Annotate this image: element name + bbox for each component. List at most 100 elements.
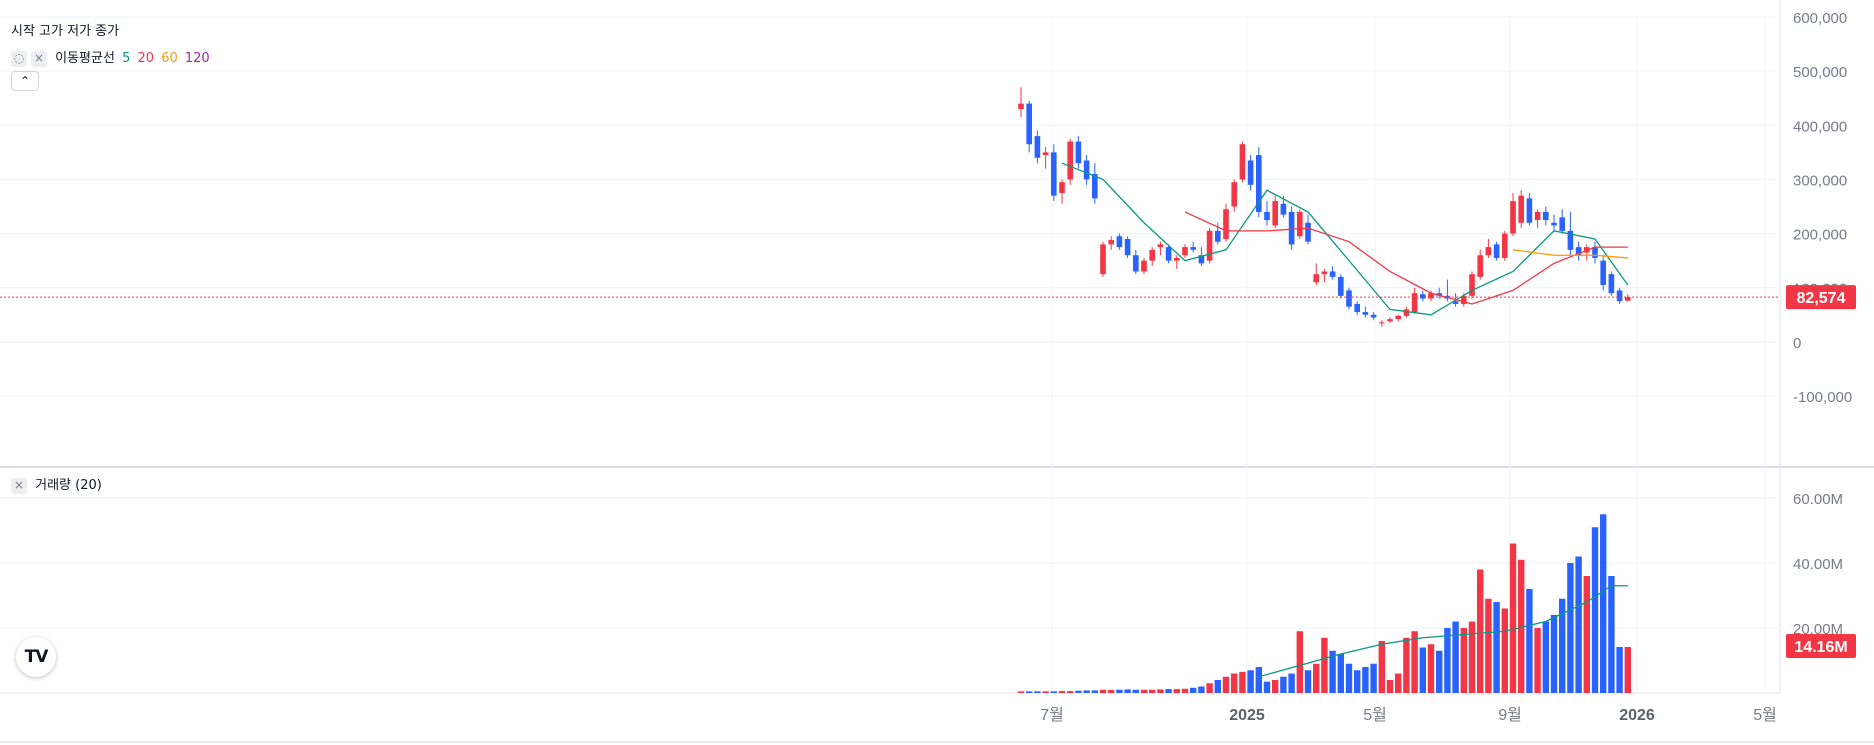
volume-bar [1181,688,1189,693]
candle-body [1231,182,1237,207]
candle-body [1067,141,1073,180]
candle-body [1370,314,1377,318]
volume-bar [1247,670,1254,693]
candle-body [1428,293,1434,299]
candle-body [1124,238,1131,256]
ma-legend: ◌ × 이동평균선 5 20 60 120 [11,47,210,67]
candle-body [1387,319,1393,322]
last-price-label: 82,574 [1797,290,1846,307]
candle-body [1272,201,1278,226]
volume-bar [1190,687,1197,693]
volume-bar [1206,683,1213,693]
tradingview-logo-icon[interactable]: TV [16,637,56,677]
ma5-line [1061,162,1629,316]
volume-bar [1600,514,1607,693]
candle-body [1206,230,1213,261]
ma20-period: 20 [137,51,155,66]
volume-bar [1231,673,1238,693]
candle-body [1133,255,1139,272]
volume-bar [1624,646,1631,693]
candle-body [1198,255,1205,264]
ma-label: 이동평균선 [55,51,115,66]
candle-body [1346,290,1352,307]
candle-body [1616,290,1623,302]
price-axis-tick: 0 [1793,335,1801,352]
candle-body [1420,294,1426,299]
price-axis-tick: -100,000 [1793,389,1852,406]
hide-icon[interactable]: ◌ [11,50,27,67]
candle-body [1141,260,1147,272]
candle-body [1493,244,1500,258]
candle-body [1223,209,1229,239]
time-axis-tick: 7월 [1040,706,1064,724]
candle-body [1034,136,1041,158]
volume-bar [1378,641,1385,693]
price-axis-tick: 600,000 [1793,10,1847,27]
time-axis-tick: 9월 [1498,706,1522,724]
candle-body [1239,144,1246,180]
candle-body [1354,303,1360,313]
time-axis-tick: 5월 [1363,706,1387,724]
price-axis-tick: 500,000 [1793,64,1847,81]
volume-bar [1026,691,1033,693]
volume-bar [1067,691,1074,693]
time-axis-tick: 5월 [1753,706,1777,724]
volume-bar [1395,673,1402,693]
candle-body [1083,160,1090,180]
candle-body [1329,271,1336,277]
volume-axis-tick: 60.00M [1793,491,1843,508]
volume-bar [1034,691,1041,693]
volume-bar [1460,628,1467,693]
volume-bar [1091,690,1098,693]
candle-body [1092,174,1098,199]
volume-bar [1518,559,1525,693]
volume-bar [1263,681,1271,693]
close-icon[interactable]: × [11,477,27,494]
volume-bar [1255,667,1262,693]
volume-bar [1058,691,1066,693]
volume-bar [1165,689,1172,693]
volume-bar [1272,680,1279,693]
candle-body [1625,297,1631,301]
volume-bar [1444,628,1451,693]
close-icon[interactable]: × [31,50,47,67]
time-axis-tick: 2025 [1229,707,1265,724]
volume-bar [1288,673,1295,693]
ma20-line [1184,211,1628,305]
volume-bar [1616,646,1623,693]
volume-bar [1583,576,1590,693]
candle-body [1543,211,1549,221]
candle-body [1592,247,1598,258]
last-volume-badge [1786,634,1856,658]
volume-bar [1436,650,1443,693]
volume-bar [1386,680,1394,693]
volume-bar [1509,543,1517,693]
candle-body [1559,217,1565,231]
volume-bar [1403,637,1410,693]
ma60-line [1512,249,1628,259]
candle-body [1042,152,1049,156]
volume-bar [1370,663,1377,693]
volume-legend: × 거래량 (20) [11,474,102,494]
price-axis-tick: 200,000 [1793,227,1847,244]
volume-bar [1567,563,1574,693]
candle-body [1321,271,1328,275]
volume-bar [1354,670,1361,693]
candle-body [1297,211,1303,237]
volume-bar [1222,676,1230,693]
collapse-legend-button[interactable]: ⌃ [11,71,39,91]
candle-body [1100,244,1106,275]
volume-bar [1329,650,1336,693]
volume-bar [1419,647,1426,693]
volume-bar [1173,689,1180,693]
candle-body [1264,211,1270,221]
volume-bar [1075,690,1082,693]
ma60-period: 60 [161,51,178,66]
volume-ma-line [1258,585,1628,678]
volume-bar [1017,691,1025,693]
candle-body [1165,247,1172,261]
volume-bar [1140,689,1148,693]
candle-body [1502,233,1508,258]
candle-body [1518,195,1524,223]
ma5-period: 5 [122,51,131,66]
